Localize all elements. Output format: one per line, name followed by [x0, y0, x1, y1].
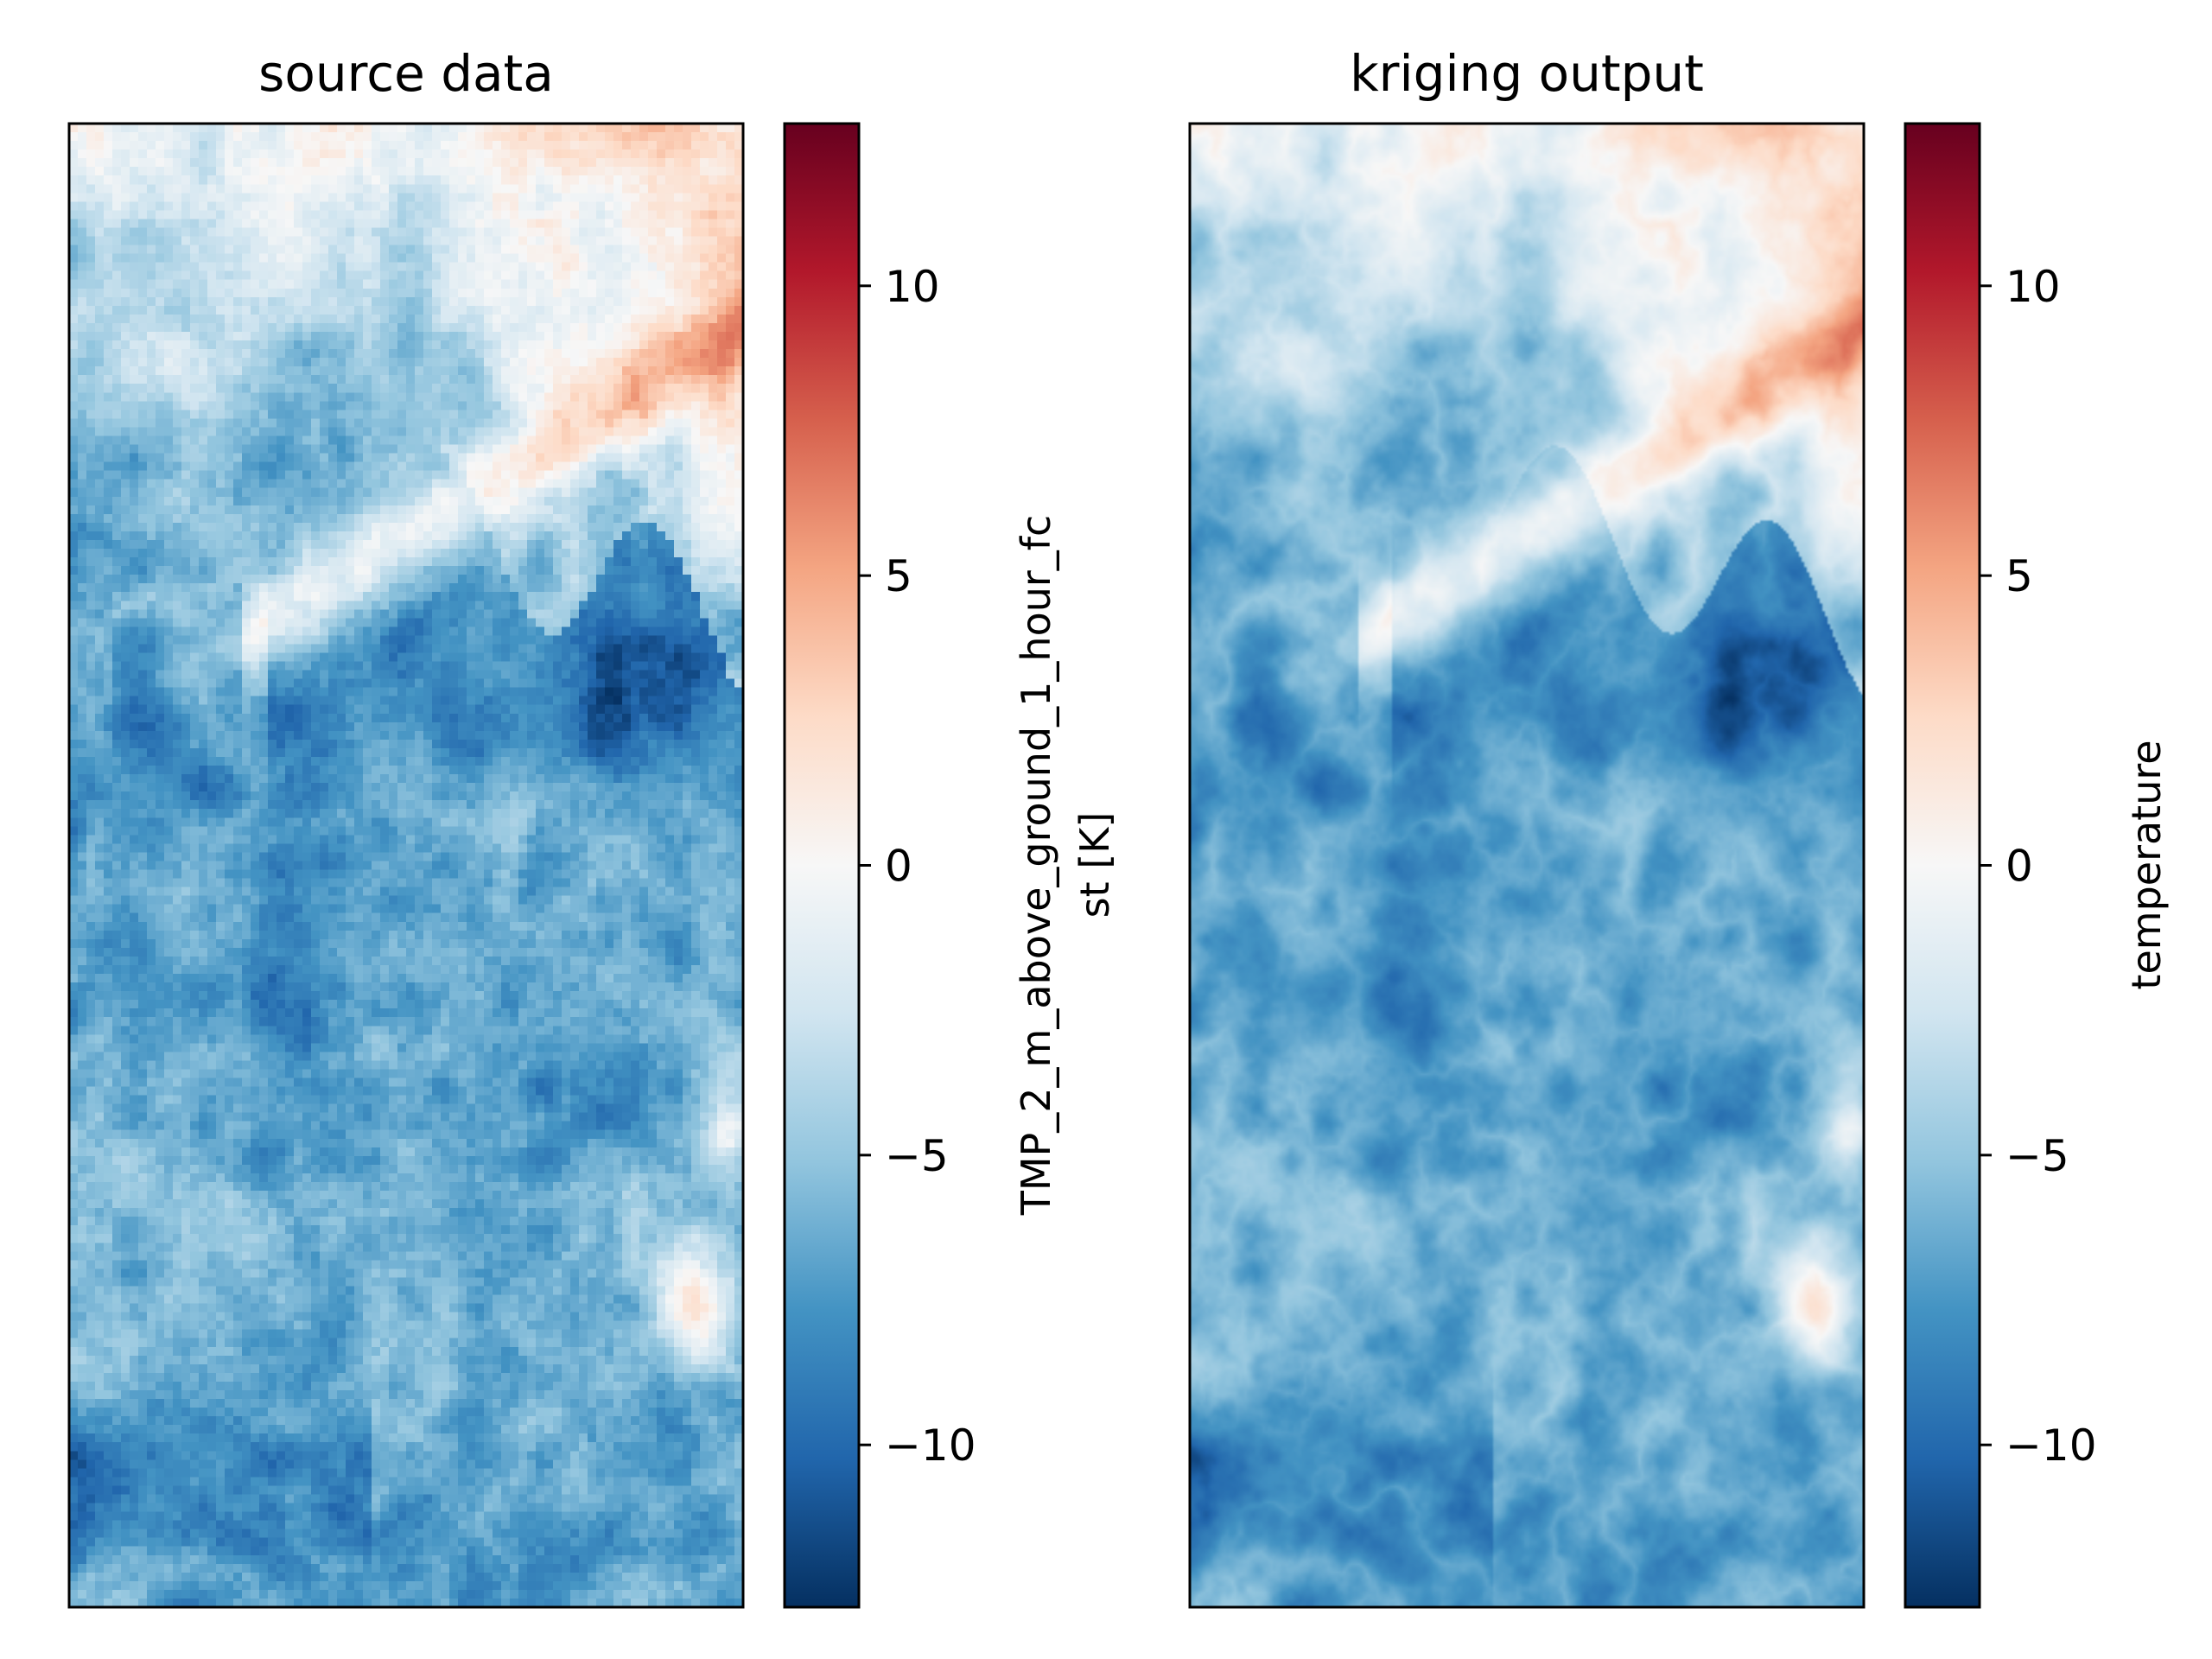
colorbar-tick-label: 0	[2005, 842, 2033, 892]
chart-title-kriging: kriging output	[1350, 44, 1704, 103]
heatmap-raster	[1190, 124, 1864, 1607]
colorbar-gradient	[1905, 124, 1980, 1607]
panel-source-data: source data −10 −5 0 5 10 TMP_2_m_above_grou…	[67, 44, 1118, 1609]
plot-frame-source	[67, 122, 745, 1609]
colorbar-ticks-source: −10 −5 0 5 10	[859, 262, 976, 1471]
colorbar-tick-label: 10	[2005, 262, 2061, 312]
heatmap-raster	[69, 124, 743, 1607]
heatmap-source-data	[69, 124, 743, 1607]
panel-kriging-output: kriging output −10 −5 0 5 10 temperature	[1188, 44, 2170, 1609]
heatmap-kriging-output	[1190, 124, 1864, 1607]
colorbar-tick-label: 5	[885, 551, 912, 601]
colorbar-tick-label: −10	[2005, 1421, 2097, 1471]
colorbar-tick-label: −5	[885, 1131, 949, 1181]
colorbar-kriging	[1904, 122, 1981, 1609]
colorbar-tick-label: −10	[885, 1421, 976, 1471]
colorbar-label-kriging: temperature	[2123, 740, 2170, 989]
colorbar-source	[783, 122, 861, 1609]
colorbar-tick-label: −5	[2005, 1131, 2069, 1181]
colorbar-label-source-line1: TMP_2_m_above_ground_1_hour_fc	[1013, 515, 1059, 1217]
chart-title-source: source data	[258, 44, 554, 103]
colorbar-tick-label: 0	[885, 842, 912, 892]
colorbar-label-source-line2: st [K]	[1071, 812, 1118, 918]
plot-frame-kriging	[1188, 122, 1866, 1609]
colorbar-tick-label: 5	[2005, 551, 2033, 601]
colorbar-tick-label: 10	[885, 262, 940, 312]
colorbar-ticks-kriging: −10 −5 0 5 10	[1980, 262, 2097, 1471]
colorbar-gradient	[785, 124, 859, 1607]
